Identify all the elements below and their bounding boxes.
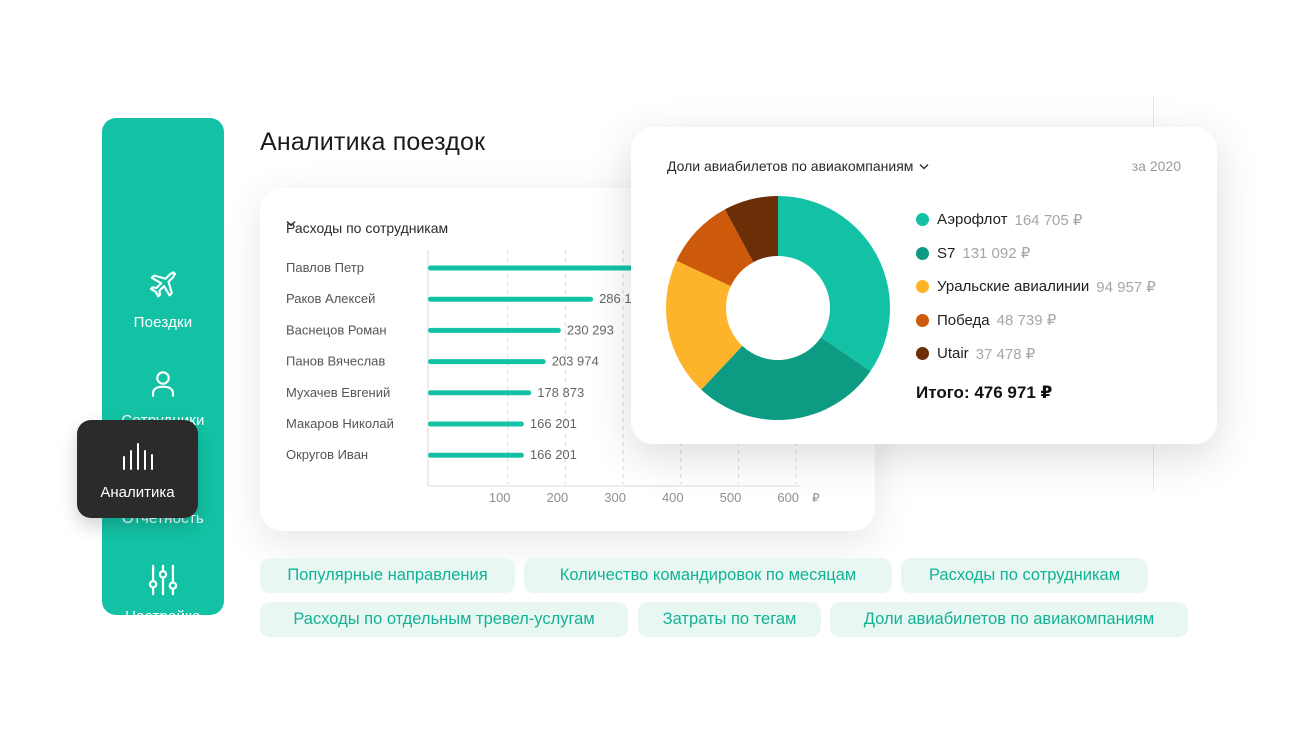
legend-label: S7: [937, 244, 956, 262]
bar-value-label: 230 293: [567, 322, 614, 337]
donut-legend: Аэрофлот 164 705 ₽ S7 131 092 ₽ Уральские ав…: [916, 203, 1156, 371]
legend-item: Победа 48 739 ₽: [916, 304, 1156, 338]
nav-label: Настройка: [125, 607, 201, 625]
x-tick-label: 400: [662, 490, 684, 505]
page-title: Аналитика поездок: [260, 128, 486, 156]
donut-chart-card: Доли авиабилетов по авиакомпаниям за 202…: [631, 127, 1217, 444]
x-tick-label: 500: [720, 490, 742, 505]
bar-category-label: Васнецов Роман: [286, 322, 387, 337]
bar-value-label: 166 201: [530, 416, 577, 431]
donut-slice: [701, 337, 871, 420]
donut-chart-title-dropdown[interactable]: Доли авиабилетов по авиакомпаниям: [667, 158, 929, 174]
legend-value: 37 478 ₽: [975, 345, 1036, 363]
bar-chart: 100 200 300 400 500 600 ₽ Павлов Петр Раков Алек…: [286, 250, 820, 505]
legend-dot: [916, 347, 929, 361]
legend-label: Utair: [937, 345, 969, 363]
bar: [428, 327, 561, 333]
legend-label: Уральские авиалинии: [937, 278, 1090, 296]
legend-label: Аэрофлот: [937, 211, 1008, 229]
bar-category-label: Макаров Николай: [286, 416, 394, 431]
x-tick-label: 600: [777, 490, 799, 505]
bar-chart-title-dropdown[interactable]: Расходы по сотрудникам: [286, 220, 448, 236]
bar: [428, 265, 636, 271]
bar-category-label: Округов Иван: [286, 447, 368, 462]
donut-slice: [724, 196, 778, 263]
x-unit-label: ₽: [812, 491, 820, 505]
user-icon: [145, 366, 181, 402]
bar: [428, 452, 524, 458]
chip-popular-destinations[interactable]: Популярные направления: [260, 558, 515, 593]
bar-category-label: Раков Алексей: [286, 291, 375, 306]
bar-value-label: 203 974: [552, 354, 599, 369]
sliders-icon: [145, 562, 181, 598]
chip-expenses-by-employee[interactable]: Расходы по сотрудникам: [901, 558, 1148, 593]
nav-item-settings[interactable]: Настройка: [102, 547, 224, 639]
bar-chart-title: Расходы по сотрудникам: [286, 220, 449, 236]
legend-value: 94 957 ₽: [1096, 278, 1156, 296]
legend-item: Уральские авиалинии 94 957 ₽: [916, 270, 1156, 304]
bar-value-label: 286 10: [599, 291, 639, 306]
donut-slice: [676, 209, 754, 287]
legend-item: Utair 37 478 ₽: [916, 337, 1156, 371]
donut-chart: [666, 196, 890, 420]
donut-slice: [666, 260, 743, 390]
donut-slice: [778, 196, 890, 372]
nav-item-trips[interactable]: Поездки: [102, 253, 224, 345]
bar: [428, 390, 532, 396]
chip-expenses-by-service[interactable]: Расходы по отдельным тревел-услугам: [260, 602, 628, 637]
legend-dot: [916, 280, 929, 294]
bar-category-label: Панов Вячеслав: [286, 354, 385, 369]
legend-dot: [916, 313, 929, 327]
bar-chart-icon: [120, 438, 156, 474]
legend-dot: [916, 213, 929, 227]
x-tick-label: 200: [547, 490, 569, 505]
frame-line: [1153, 96, 1154, 127]
nav-label: Аналитика: [100, 483, 175, 501]
bar: [428, 421, 524, 427]
bar: [428, 359, 546, 365]
bar: [428, 296, 594, 302]
legend-item: Аэрофлот 164 705 ₽: [916, 203, 1156, 237]
donut-chart-title: Доли авиабилетов по авиакомпаниям: [667, 158, 914, 174]
legend-value: 131 092 ₽: [962, 245, 1031, 263]
airplane-icon: [145, 268, 181, 304]
chip-airline-shares[interactable]: Доли авиабилетов по авиакомпаниям: [830, 602, 1188, 637]
legend-dot: [916, 246, 929, 260]
x-tick-label: 100: [489, 490, 511, 505]
nav-label: Поездки: [133, 313, 193, 331]
bar-category-label: Мухачев Евгений: [286, 385, 390, 400]
nav-item-analytics[interactable]: Аналитика: [77, 420, 198, 518]
chip-trips-by-month[interactable]: Количество командировок по месяцам: [524, 558, 892, 593]
frame-line: [1153, 445, 1154, 491]
legend-label: Победа: [937, 311, 990, 329]
sidebar: Поездки Сотрудники Отчетность Настр: [102, 118, 224, 625]
chevron-down-icon: [919, 163, 929, 170]
legend-value: 164 705 ₽: [1014, 211, 1083, 229]
bar-value-label: 178 873: [537, 385, 584, 400]
chip-costs-by-tags[interactable]: Затраты по тегам: [638, 602, 821, 637]
legend-value: 48 739 ₽: [996, 312, 1057, 330]
period-label: за 2020: [1131, 158, 1181, 174]
x-tick-label: 300: [604, 490, 626, 505]
bar-category-label: Павлов Петр: [286, 260, 364, 275]
total-label: Итого: 476 971 ₽: [916, 383, 1053, 402]
bar-value-label: 166 201: [530, 447, 577, 462]
chevron-down-icon: [286, 220, 296, 227]
legend-item: S7 131 092 ₽: [916, 237, 1156, 271]
